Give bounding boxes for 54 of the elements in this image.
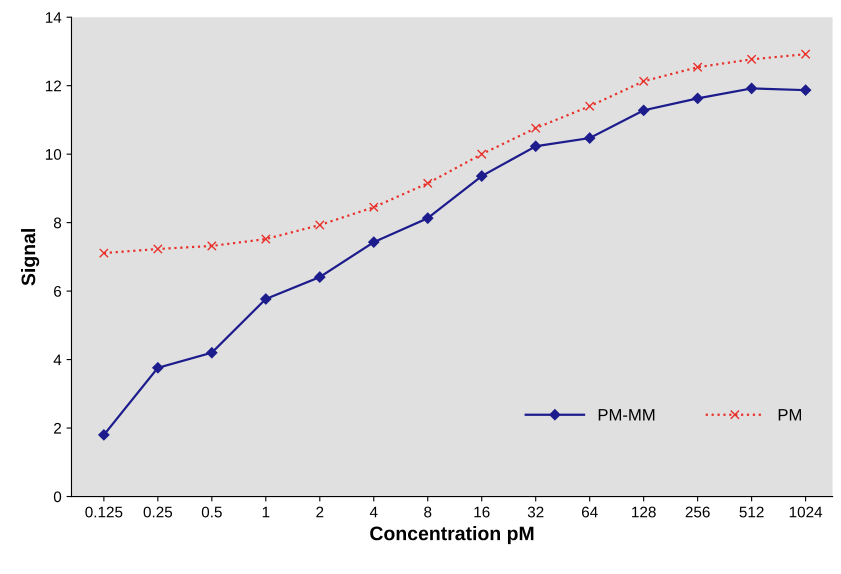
point xyxy=(152,362,164,374)
x-tick-label: 128 xyxy=(632,506,656,518)
x-tick-label: 1024 xyxy=(790,506,822,518)
x-tick-label: 8 xyxy=(424,506,432,518)
point xyxy=(206,241,217,251)
x-tick-label: 1 xyxy=(262,506,270,518)
x-tick-label: 0.125 xyxy=(85,506,122,518)
y-tick-label: 4 xyxy=(54,354,62,366)
x-tick-label: 4 xyxy=(370,506,378,518)
x-tick-label: 256 xyxy=(686,506,710,518)
point xyxy=(476,170,488,182)
point xyxy=(314,220,325,230)
point xyxy=(746,82,758,94)
point xyxy=(368,202,379,212)
legend-label: PM xyxy=(778,409,801,421)
point xyxy=(530,140,542,152)
point xyxy=(584,132,596,144)
x-tick-label: 2 xyxy=(316,506,324,518)
point xyxy=(692,92,704,104)
point xyxy=(206,347,218,358)
point xyxy=(152,244,163,254)
point xyxy=(98,429,110,440)
y-tick-label: 14 xyxy=(46,12,62,23)
y-tick-label: 6 xyxy=(54,286,62,297)
x-tick-label: 32 xyxy=(528,506,544,518)
point xyxy=(368,236,380,248)
y-tick-label: 2 xyxy=(54,422,61,434)
point xyxy=(260,234,271,244)
point xyxy=(692,62,703,72)
legend-label: PM-MM xyxy=(598,409,654,421)
x-axis-title: Concentration pM xyxy=(370,526,534,544)
x-tick-label: 512 xyxy=(739,506,764,518)
x-tick-label: 64 xyxy=(582,506,598,518)
point xyxy=(800,49,810,60)
y-tick-label: 0 xyxy=(54,491,62,502)
point xyxy=(530,123,541,134)
point xyxy=(746,54,756,64)
point xyxy=(800,84,812,96)
point xyxy=(584,101,595,112)
point xyxy=(638,76,649,86)
x-tick-label: 0.5 xyxy=(202,506,222,518)
point xyxy=(422,178,433,188)
point xyxy=(422,212,434,224)
y-axis-title: Signal xyxy=(21,229,40,286)
point xyxy=(99,248,109,258)
point xyxy=(260,293,272,305)
x-tick-label: 0.25 xyxy=(144,506,172,518)
point xyxy=(314,271,326,283)
point xyxy=(638,104,650,116)
y-tick-label: 8 xyxy=(54,218,62,228)
y-tick-label: 10 xyxy=(46,149,62,160)
y-tick-label: 12 xyxy=(46,80,61,92)
x-tick-label: 16 xyxy=(474,506,490,518)
point xyxy=(476,149,487,160)
